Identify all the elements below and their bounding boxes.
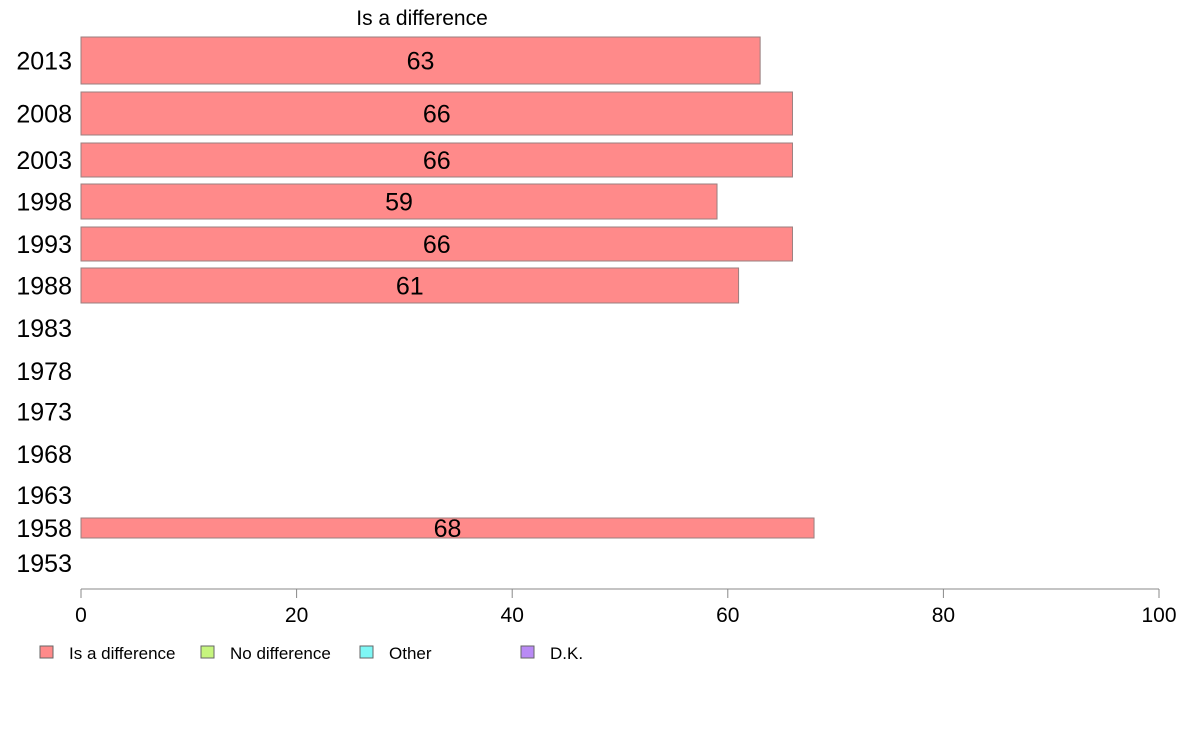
legend-swatch [39, 645, 54, 659]
value-label-1958: 68 [434, 515, 462, 543]
category-label-1993: 1993 [16, 231, 72, 259]
category-label-2008: 2008 [16, 101, 72, 129]
bar-1958 [80, 517, 815, 539]
bar-2008 [80, 91, 793, 136]
category-label-1968: 1968 [16, 441, 72, 469]
category-label-2003: 2003 [16, 147, 72, 175]
category-label-1973: 1973 [16, 399, 72, 427]
value-label-2008: 66 [423, 101, 451, 129]
value-label-1998: 59 [385, 189, 413, 217]
bar-1998 [80, 183, 718, 220]
x-tick-label-60: 60 [716, 604, 739, 627]
category-label-1958: 1958 [16, 515, 72, 543]
chart-title: Is a difference [356, 7, 488, 30]
legend-swatch [359, 645, 374, 659]
category-label-1998: 1998 [16, 189, 72, 217]
category-label-2013: 2013 [16, 48, 72, 76]
x-tick-label-40: 40 [501, 604, 524, 627]
bar-1993 [80, 226, 793, 262]
x-axis: 0 20 40 60 80 100 [75, 588, 1177, 627]
legend-swatch [520, 645, 535, 659]
x-tick-label-20: 20 [285, 604, 308, 627]
category-label-1988: 1988 [16, 273, 72, 301]
bar-1988 [80, 267, 740, 304]
category-label-1983: 1983 [16, 315, 72, 343]
category-label-1978: 1978 [16, 358, 72, 386]
category-label-1953: 1953 [16, 550, 72, 578]
value-label-2003: 66 [423, 147, 451, 175]
bar-2003 [80, 142, 793, 178]
legend-label: Is a difference [69, 644, 175, 663]
legend-label: No difference [230, 644, 331, 663]
bars-group: 63 66 66 59 66 61 68 [80, 36, 815, 543]
category-label-1963: 1963 [16, 482, 72, 510]
x-tick-label-0: 0 [75, 604, 87, 627]
x-tick-label-80: 80 [932, 604, 955, 627]
legend-label: D.K. [550, 644, 583, 663]
bar-2013 [80, 36, 761, 85]
legend-swatch [200, 645, 215, 659]
legend-item-no-difference: No difference [200, 644, 331, 663]
category-labels: 2013 2008 2003 1998 1993 1988 1983 1978 1973 1968… [16, 48, 72, 579]
value-label-2013: 63 [407, 48, 435, 76]
value-label-1993: 66 [423, 231, 451, 259]
x-tick-label-100: 100 [1141, 604, 1176, 627]
legend-label: Other [389, 644, 432, 663]
legend-item-other: Other [359, 644, 432, 663]
legend: Is a difference No difference Other D.K. [39, 644, 583, 663]
value-label-1988: 61 [396, 273, 424, 301]
legend-item-is-a-difference: Is a difference [39, 644, 175, 663]
legend-item-d-k: D.K. [520, 644, 583, 663]
